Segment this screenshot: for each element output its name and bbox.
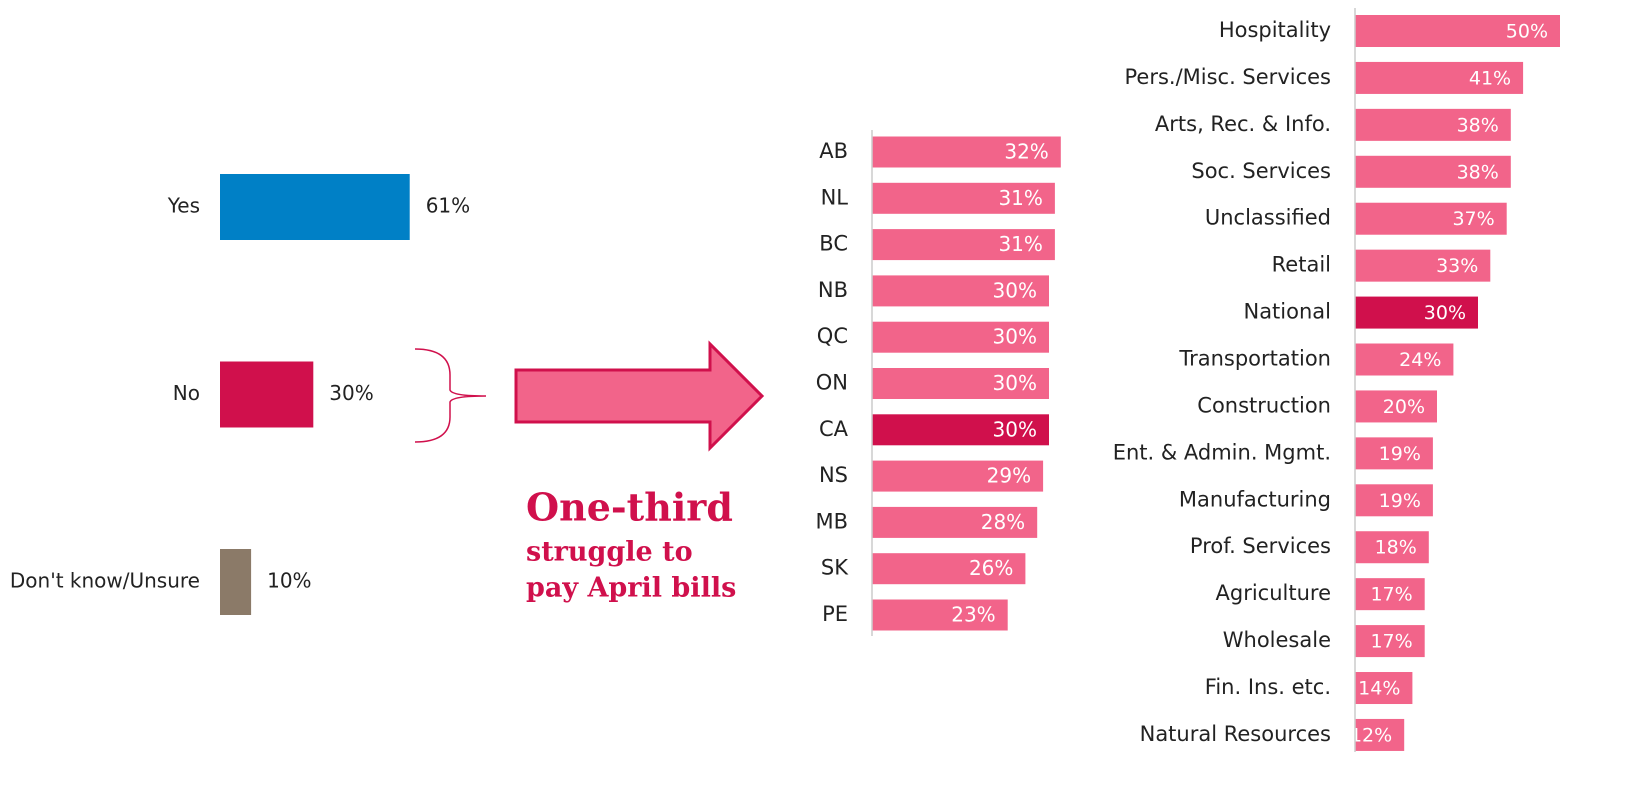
bar — [872, 275, 1049, 307]
category-label: Hospitality — [1219, 18, 1331, 42]
category-label: QC — [817, 324, 848, 348]
value-label: 14% — [1358, 678, 1400, 700]
value-label: 18% — [1375, 537, 1417, 559]
category-label: ON — [816, 371, 848, 395]
value-label: 10% — [267, 569, 311, 593]
category-label: Unclassified — [1205, 206, 1331, 230]
category-label: National — [1243, 300, 1331, 324]
category-label: Arts, Rec. & Info. — [1155, 112, 1331, 136]
category-label: MB — [815, 509, 848, 533]
value-label: 19% — [1379, 490, 1421, 512]
value-label: 20% — [1383, 396, 1425, 418]
bar — [1355, 15, 1560, 47]
value-label: 61% — [426, 194, 470, 218]
category-label: Fin. Ins. etc. — [1205, 675, 1331, 699]
value-label: 17% — [1370, 631, 1412, 653]
value-label: 12% — [1350, 724, 1392, 746]
bar — [1355, 390, 1437, 423]
bar — [220, 549, 252, 615]
brace — [414, 348, 487, 443]
category-label: BC — [819, 232, 848, 256]
bar — [220, 174, 410, 240]
value-label: 24% — [1399, 349, 1441, 371]
value-label: 32% — [1004, 140, 1048, 164]
value-label: 19% — [1379, 443, 1421, 465]
value-label: 31% — [998, 186, 1042, 210]
bar — [1355, 484, 1433, 517]
bar — [1355, 625, 1425, 658]
value-label: 37% — [1452, 208, 1494, 230]
bar — [872, 599, 1008, 631]
bar — [872, 136, 1061, 168]
bar — [1355, 108, 1511, 141]
bar — [1355, 718, 1405, 751]
category-label: Prof. Services — [1190, 534, 1331, 558]
category-label: Wholesale — [1223, 628, 1331, 652]
value-label: 30% — [993, 371, 1037, 395]
category-label: AB — [819, 139, 848, 163]
bar — [1355, 155, 1511, 188]
value-label: 30% — [993, 417, 1037, 441]
callout-text: struggle to — [526, 537, 693, 568]
bar — [1355, 531, 1429, 564]
bar — [1355, 202, 1507, 235]
value-label: 50% — [1506, 21, 1548, 43]
bar — [872, 368, 1049, 399]
value-label: 33% — [1436, 255, 1478, 277]
bar — [1355, 672, 1413, 705]
value-label: 31% — [998, 232, 1042, 256]
category-label: Manufacturing — [1179, 487, 1331, 511]
category-label: Soc. Services — [1191, 159, 1331, 183]
category-label: Yes — [167, 194, 200, 218]
value-label: 29% — [987, 464, 1031, 488]
bar — [1355, 437, 1433, 470]
bar — [872, 182, 1055, 214]
category-label: SK — [821, 556, 849, 580]
value-label: 38% — [1457, 114, 1499, 136]
category-label: Construction — [1197, 393, 1331, 417]
value-label: 26% — [969, 556, 1013, 580]
category-label: NS — [819, 463, 848, 487]
value-label: 30% — [993, 325, 1037, 349]
callout-headline: One-third — [526, 485, 733, 530]
bar — [1355, 249, 1491, 282]
category-label: Don't know/Unsure — [10, 569, 200, 593]
value-label: 30% — [1424, 302, 1466, 324]
category-label: Retail — [1272, 253, 1331, 277]
value-label: 30% — [993, 278, 1037, 302]
bar — [1355, 343, 1454, 376]
category-label: NB — [818, 278, 848, 302]
bar — [220, 361, 314, 428]
category-label: CA — [819, 417, 849, 441]
value-label: 28% — [981, 510, 1025, 534]
value-label: 30% — [329, 381, 373, 405]
category-label: Natural Resources — [1140, 722, 1331, 746]
category-label: Pers./Misc. Services — [1124, 65, 1331, 89]
category-label: Agriculture — [1216, 581, 1332, 605]
arrow — [514, 340, 765, 452]
bar — [872, 321, 1049, 353]
category-label: NL — [821, 185, 849, 209]
bar — [1355, 296, 1478, 329]
category-label: PE — [822, 602, 848, 626]
value-label: 38% — [1457, 161, 1499, 183]
value-label: 17% — [1370, 584, 1412, 606]
bar — [1355, 578, 1425, 611]
bar — [872, 229, 1055, 261]
bar — [872, 460, 1044, 492]
bar — [872, 553, 1026, 585]
category-label: No — [173, 381, 200, 405]
category-label: Ent. & Admin. Mgmt. — [1113, 440, 1331, 464]
value-label: 23% — [951, 603, 995, 627]
callout-text: pay April bills — [526, 573, 736, 604]
value-label: 41% — [1469, 67, 1511, 89]
bar — [872, 506, 1038, 538]
bar — [1355, 61, 1524, 94]
category-label: Transportation — [1178, 347, 1331, 371]
bar — [872, 414, 1049, 446]
